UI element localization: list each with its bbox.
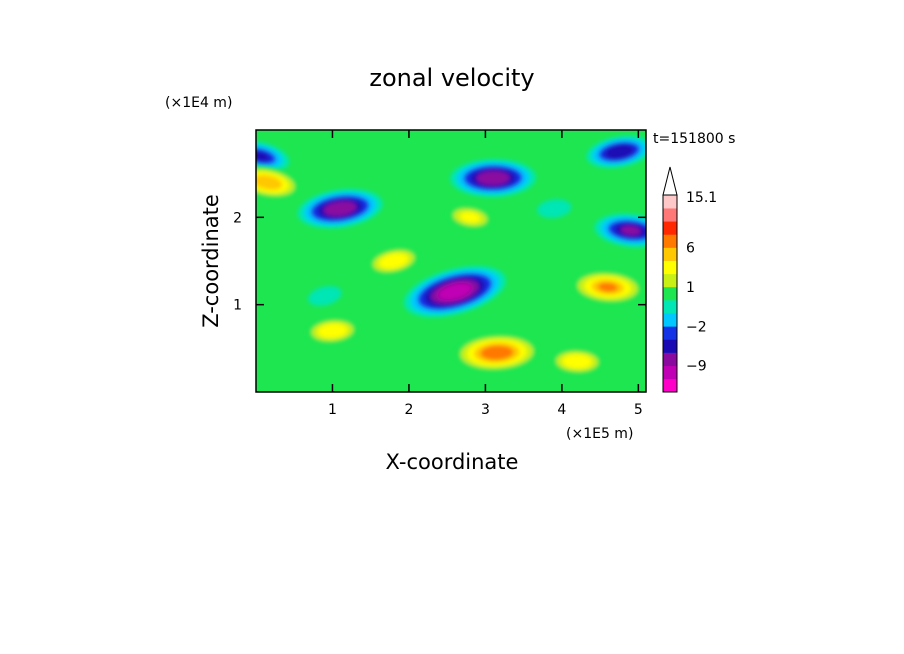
velocity-feature (550, 348, 604, 375)
colorbar-extend-arrow (662, 166, 678, 196)
x-tick-label: 3 (481, 402, 490, 418)
y-axis-label: Z-coordinate (199, 194, 223, 328)
contour-band (597, 282, 618, 292)
velocity-feature (446, 205, 494, 230)
colorbar-swatch (663, 300, 677, 314)
time-label: t=151800 s (653, 131, 735, 147)
velocity-feature (586, 135, 646, 168)
contour-band (314, 290, 335, 302)
contour-band (258, 178, 277, 187)
x-axis-ticks: 1 2 3 4 5 (328, 130, 643, 418)
velocity-feature (571, 270, 645, 304)
contour-band (486, 348, 507, 358)
x-tick-label: 4 (557, 402, 566, 418)
colorbar-swatch (663, 260, 677, 275)
contour-band (543, 202, 565, 215)
contour-band (620, 225, 641, 236)
colorbar-swatch (663, 195, 677, 209)
velocity-feature (537, 199, 572, 218)
colorbar-swatch (663, 339, 677, 353)
y-scale-label: (×1E4 m) (165, 95, 232, 111)
contour-band (444, 286, 466, 297)
velocity-feature (454, 333, 540, 372)
colorbar-tick-label: −9 (686, 359, 707, 375)
contour-band (483, 173, 503, 183)
colorbar-swatch (663, 286, 677, 301)
y-axis-ticks: 12 (233, 210, 646, 314)
colorbar-swatch (663, 273, 677, 288)
contour-band (568, 357, 587, 366)
colorbar-swatch (663, 326, 677, 340)
colorbar-swatch (663, 234, 677, 248)
y-tick-label: 1 (233, 298, 242, 314)
x-tick-label: 5 (634, 402, 643, 418)
colorbar-swatch (663, 365, 677, 380)
contour-band (330, 204, 350, 214)
velocity-feature (256, 166, 301, 199)
velocity-feature (403, 266, 506, 318)
contour-band (610, 147, 629, 157)
velocity-feature (305, 317, 360, 344)
colorbar-swatch (663, 378, 677, 393)
plot-frame (255, 129, 647, 393)
velocity-feature (450, 159, 536, 197)
plot-background (256, 130, 646, 392)
colorbar-swatch (663, 247, 677, 261)
colorbar-tick-label: 15.1 (686, 190, 717, 206)
contour-band (256, 151, 270, 162)
x-scale-label: (×1E5 m) (566, 426, 633, 442)
colorbar-swatch (663, 208, 677, 222)
velocity-feature (367, 247, 420, 275)
colorbar-frame (662, 194, 678, 393)
colorbar-swatch (663, 313, 677, 327)
x-axis-label: X-coordinate (386, 450, 519, 474)
colorbar: 15.1 6 1 −2 −9 (662, 166, 717, 393)
contour-band (460, 212, 481, 223)
velocity-feature (297, 189, 383, 229)
y-tick-label: 2 (233, 210, 242, 226)
colorbar-swatch (663, 221, 677, 235)
x-tick-label: 2 (404, 402, 413, 418)
velocity-feature (307, 286, 342, 306)
velocity-field (256, 135, 646, 375)
x-tick-label: 1 (328, 402, 337, 418)
colorbar-tick-label: 6 (686, 241, 695, 257)
colorbar-tick-label: 1 (686, 280, 695, 296)
contour-band (384, 256, 403, 266)
velocity-feature (256, 140, 290, 172)
colorbar-tick-label: −2 (686, 319, 707, 335)
contour-band (323, 326, 342, 336)
chart-title: zonal velocity (369, 64, 534, 92)
colorbar-swatch (663, 352, 677, 367)
